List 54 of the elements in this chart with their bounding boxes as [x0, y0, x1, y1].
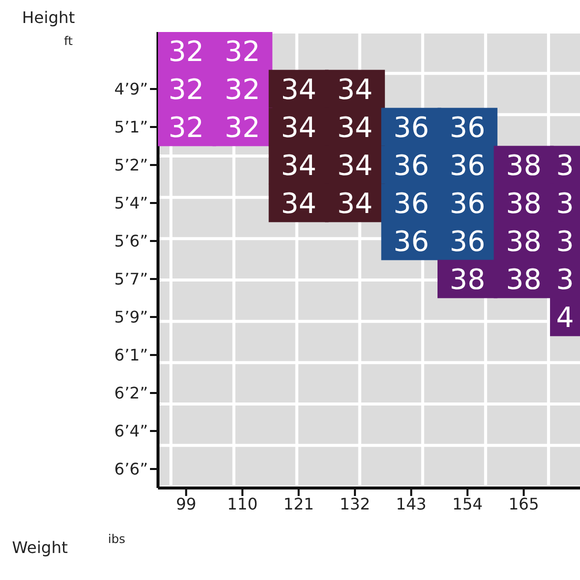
x-tick-label: 165 — [508, 494, 540, 514]
x-tick-label: 143 — [396, 494, 426, 514]
y-tick-label: 5’2” — [114, 156, 148, 175]
data-label: 34 — [280, 149, 316, 182]
data-label: 34 — [337, 111, 373, 144]
data-label: 38 — [506, 225, 542, 258]
data-label: 34 — [337, 149, 373, 182]
data-label: 38 — [506, 149, 542, 182]
y-tick-label: 5’1” — [114, 118, 148, 137]
y-tick-label: 5’6” — [114, 232, 148, 251]
data-label: 3 — [556, 263, 574, 296]
data-label: 32 — [168, 35, 204, 68]
y-tick-label: 4’9” — [114, 80, 148, 99]
x-tick-label: 132 — [340, 494, 370, 514]
data-label: 36 — [393, 225, 430, 258]
x-tick-label: 99 — [176, 494, 196, 514]
data-label: 36 — [450, 187, 486, 220]
data-label: 32 — [224, 111, 260, 144]
data-label: 32 — [168, 73, 204, 106]
data-label: 3 — [556, 149, 574, 182]
data-label: 32 — [224, 35, 260, 68]
data-label: 36 — [450, 111, 486, 144]
data-label: 34 — [280, 111, 316, 144]
y-tick-label: 6’1” — [114, 346, 148, 365]
y-tick-label: 6’4” — [114, 422, 148, 441]
y-tick-label: 5’7” — [114, 270, 148, 289]
y-tick-label: 5’4” — [114, 194, 148, 213]
data-label: 36 — [450, 225, 486, 258]
data-label: 34 — [337, 73, 373, 106]
y-axis-title: Height — [22, 8, 75, 27]
data-label: 3 — [556, 225, 574, 258]
data-label: 34 — [280, 73, 316, 106]
y-tick-label: 6’6” — [114, 460, 148, 479]
data-label: 38 — [506, 187, 542, 220]
text: ibs — [108, 532, 126, 546]
data-label: 32 — [224, 73, 260, 106]
text: ft — [64, 34, 73, 48]
y-tick-label: 6’2” — [114, 384, 148, 403]
data-label: 36 — [393, 111, 430, 144]
data-label: 38 — [506, 263, 542, 296]
data-label: 36 — [393, 149, 430, 182]
data-label: 38 — [450, 263, 486, 296]
y-tick-label: 5’9” — [114, 308, 148, 327]
data-label: 34 — [280, 187, 316, 220]
data-label: 34 — [337, 187, 373, 220]
data-label: 3 — [556, 187, 574, 220]
data-label: 32 — [168, 111, 204, 144]
x-axis-title: Weight — [12, 538, 68, 557]
x-tick-label: 154 — [452, 494, 483, 514]
data-label: 36 — [393, 187, 430, 220]
x-tick-label: 110 — [227, 494, 258, 514]
x-tick-label: 121 — [283, 494, 314, 514]
data-label: 4 — [556, 301, 574, 334]
data-label: 36 — [450, 149, 486, 182]
